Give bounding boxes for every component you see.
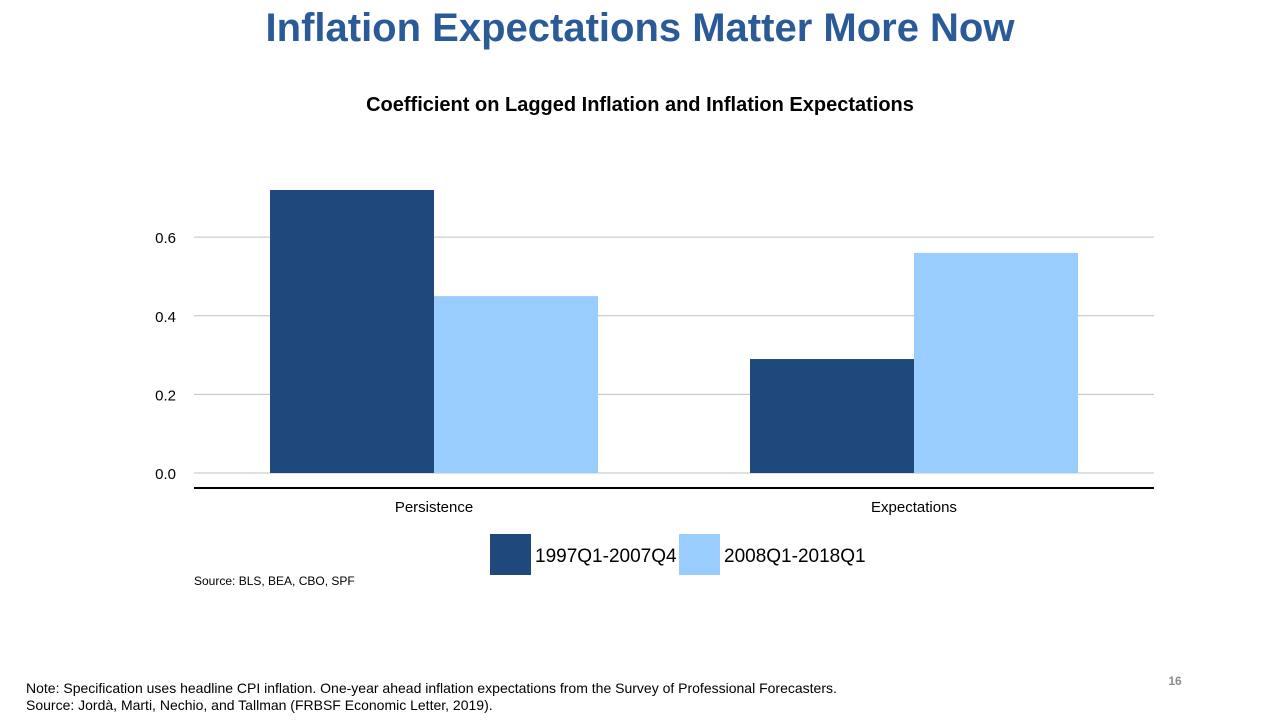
legend: 1997Q1-2007Q4 2008Q1-2018Q1 bbox=[490, 534, 866, 575]
legend-swatch bbox=[679, 534, 720, 575]
y-tick-label: 0.0 bbox=[155, 466, 176, 483]
x-axis-ticks: Persistence Expectations bbox=[395, 499, 957, 516]
chart-source: Source: BLS, BEA, CBO, SPF bbox=[194, 574, 355, 588]
legend-label: 1997Q1-2007Q4 bbox=[535, 546, 677, 567]
page-number: 16 bbox=[1168, 674, 1182, 688]
legend-label: 2008Q1-2018Q1 bbox=[724, 546, 866, 567]
y-tick-label: 0.2 bbox=[155, 387, 176, 404]
bar bbox=[914, 252, 1078, 473]
bar bbox=[270, 190, 434, 473]
bar bbox=[750, 359, 914, 473]
footnote-note: Note: Specification uses headline CPI in… bbox=[26, 680, 837, 696]
bar bbox=[434, 296, 598, 473]
y-tick-label: 0.6 bbox=[155, 230, 176, 247]
x-tick-label: Expectations bbox=[871, 499, 957, 516]
bars bbox=[270, 190, 1078, 473]
legend-swatch bbox=[490, 534, 531, 575]
x-tick-label: Persistence bbox=[395, 499, 473, 516]
footnote: Note: Specification uses headline CPI in… bbox=[26, 680, 837, 714]
chart-title: Coefficient on Lagged Inflation and Infl… bbox=[366, 94, 914, 116]
y-tick-label: 0.4 bbox=[155, 309, 176, 326]
y-axis-ticks: 0.0 0.2 0.4 0.6 bbox=[155, 230, 176, 483]
slide-title: Inflation Expectations Matter More Now bbox=[265, 6, 1015, 50]
footnote-source: Source: Jordà, Marti, Nechio, and Tallma… bbox=[26, 697, 493, 713]
